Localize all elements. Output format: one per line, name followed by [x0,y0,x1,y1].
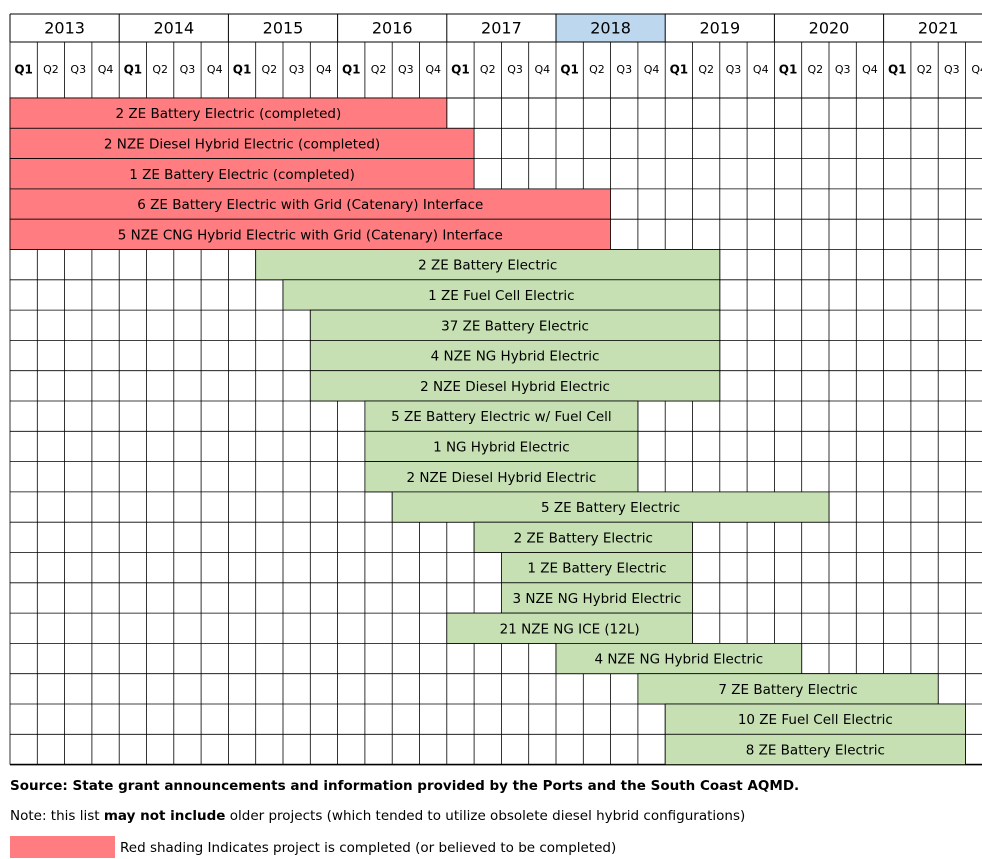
project-bar [309,370,721,402]
year-highlight [556,14,666,42]
quarter-label: Q2 [808,63,824,76]
year-label: 2018 [590,19,631,38]
quarter-label: Q4 [535,63,551,76]
project-bar [364,430,639,462]
quarter-label: Q2 [917,63,933,76]
project-label: 7 ZE Battery Electric [718,682,857,698]
quarter-label: Q4 [753,63,769,76]
legend-text: Red shading Indicates project is complet… [120,840,616,856]
project-label: 10 ZE Fuel Cell Electric [738,712,893,728]
quarter-label: Q1 [233,63,252,77]
project-label: 1 ZE Battery Electric [527,561,666,577]
project-label: 21 NZE NG ICE (12L) [500,621,640,637]
quarter-label: Q1 [124,63,143,77]
year-label: 2016 [372,19,413,38]
project-label: 2 ZE Battery Electric [514,530,653,546]
quarter-label: Q3 [398,63,414,76]
legend-swatch [10,836,115,858]
quarter-label: Q4 [98,63,114,76]
project-bar [664,733,966,765]
project-bar [391,491,830,523]
quarter-label: Q2 [262,63,278,76]
project-bar [9,158,475,190]
quarter-label: Q4 [425,63,441,76]
project-label: 5 NZE CNG Hybrid Electric with Grid (Cat… [118,227,503,243]
quarter-label: Q2 [698,63,714,76]
quarter-label: Q3 [180,63,196,76]
project-bar [9,127,475,160]
year-label: 2015 [263,19,304,38]
project-label: 2 NZE Diesel Hybrid Electric [420,379,610,395]
project-label: 4 NZE NG Hybrid Electric [431,349,600,365]
year-label: 2013 [44,19,85,38]
year-label: 2019 [699,19,740,38]
project-label: 1 ZE Fuel Cell Electric [428,288,574,304]
note-text: Note: this list [10,808,104,824]
quarter-label: Q3 [616,63,632,76]
year-label: 2017 [481,19,522,38]
project-label: 5 ZE Battery Electric w/ Fuel Cell [391,409,612,425]
quarter-label: Q1 [560,63,579,77]
project-label: 1 ZE Battery Electric (completed) [129,167,355,183]
note: Note: this list may not include older pr… [10,808,745,824]
project-bar [309,309,721,341]
project-label: 2 NZE Diesel Hybrid Electric (completed) [104,136,380,152]
project-label: 2 ZE Battery Electric (completed) [116,106,342,122]
quarter-label: Q1 [14,63,33,77]
quarter-label: Q1 [888,63,907,77]
quarter-label: Q4 [971,63,982,76]
quarter-label: Q2 [589,63,605,76]
project-label: 6 ZE Battery Electric with Grid (Catenar… [137,197,483,213]
project-bar [9,188,611,220]
quarter-label: Q3 [70,63,86,76]
project-bar [255,249,721,281]
note-text: older projects (which tended to utilize … [225,808,745,824]
year-label: 2020 [809,19,850,38]
quarter-label: Q1 [779,63,798,77]
quarter-label: Q4 [316,63,332,76]
quarter-label: Q2 [152,63,168,76]
project-bar [446,612,693,644]
project-bar [364,400,639,432]
quarter-label: Q4 [644,63,660,76]
project-label: 3 NZE NG Hybrid Electric [513,591,682,607]
project-bar [664,703,966,735]
project-label: 5 ZE Battery Electric [541,500,680,516]
quarter-label: Q4 [207,63,223,76]
project-bar [9,218,611,250]
project-label: 4 NZE NG Hybrid Electric [594,652,763,668]
project-bar [500,582,693,614]
quarter-label: Q2 [43,63,59,76]
year-label: 2021 [918,19,959,38]
project-label: 2 NZE Diesel Hybrid Electric [407,470,597,486]
project-bar [9,97,448,129]
quarter-label: Q3 [944,63,960,76]
project-bar [637,673,939,705]
quarter-label: Q1 [342,63,361,77]
quarter-label: Q1 [670,63,689,77]
quarter-label: Q2 [371,63,387,76]
quarter-label: Q3 [726,63,742,76]
quarter-label: Q3 [835,63,851,76]
note-bold: may not include [104,808,226,824]
year-label: 2014 [153,19,194,38]
source-note: Source: State grant announcements and in… [10,778,799,794]
project-label: 37 ZE Battery Electric [441,318,589,334]
quarter-label: Q2 [480,63,496,76]
quarter-label: Q4 [862,63,878,76]
quarter-label: Q1 [451,63,470,77]
quarter-label: Q3 [289,63,305,76]
project-label: 8 ZE Battery Electric [746,742,885,758]
project-label: 1 NG Hybrid Electric [433,439,570,455]
project-label: 2 ZE Battery Electric [418,258,557,274]
quarter-label: Q3 [507,63,523,76]
project-bar [555,643,803,675]
